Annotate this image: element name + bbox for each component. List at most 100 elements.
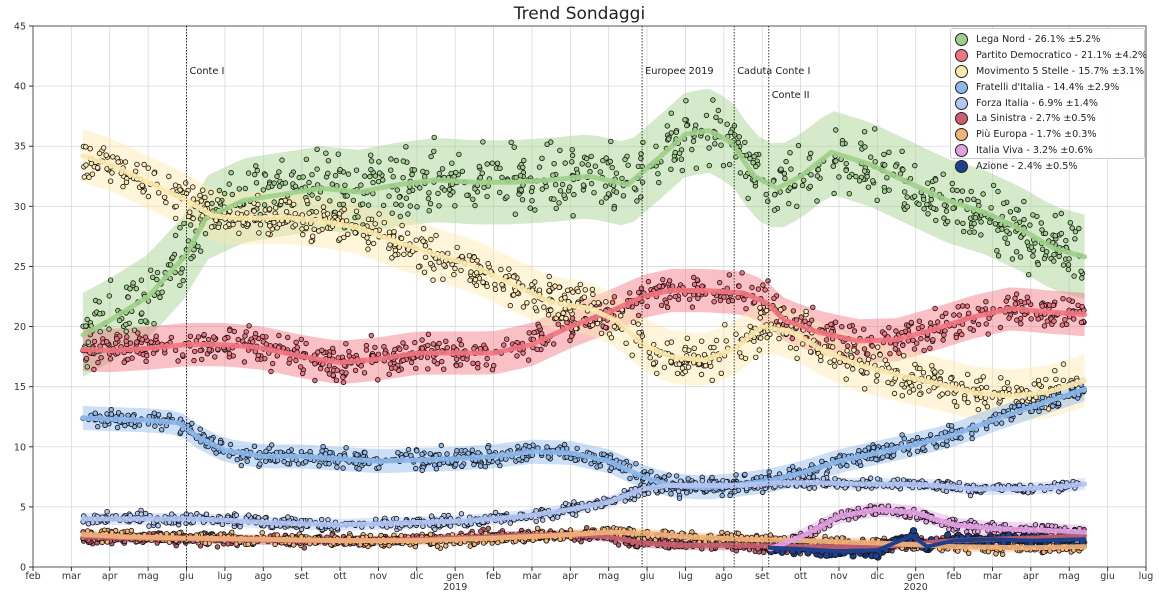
poll-point (666, 278, 673, 284)
poll-point (427, 451, 433, 457)
poll-point (751, 153, 757, 160)
poll-point (682, 347, 688, 353)
poll-point (202, 230, 209, 237)
poll-point (557, 188, 564, 194)
poll-point (630, 319, 637, 325)
poll-point (91, 338, 98, 345)
poll-point (546, 281, 553, 288)
poll-point (1060, 361, 1067, 367)
poll-point (941, 332, 947, 338)
poll-point (356, 466, 362, 472)
poll-point (710, 97, 716, 103)
poll-point (839, 141, 846, 147)
poll-point (489, 367, 496, 373)
poll-point (815, 166, 821, 173)
poll-point (667, 294, 673, 301)
poll-point (83, 162, 89, 168)
poll-point (257, 221, 264, 228)
poll-point (668, 130, 674, 136)
poll-point (944, 442, 950, 449)
poll-point (765, 278, 771, 284)
poll-point (138, 511, 144, 517)
poll-point (244, 210, 250, 216)
poll-point (498, 266, 504, 273)
poll-point (790, 308, 797, 314)
poll-point (832, 319, 839, 325)
poll-point (167, 262, 174, 268)
poll-point (647, 355, 653, 361)
poll-point (830, 344, 836, 350)
poll-point (94, 423, 101, 430)
poll-point (242, 185, 248, 192)
poll-point (396, 194, 403, 200)
poll-point (343, 445, 349, 451)
poll-point (151, 170, 157, 176)
poll-point (1024, 239, 1030, 245)
poll-point (559, 181, 566, 188)
poll-point (419, 451, 425, 457)
poll-point (497, 189, 503, 196)
poll-point (159, 289, 165, 295)
poll-point (388, 167, 394, 173)
poll-point (327, 198, 333, 204)
poll-point (181, 220, 187, 227)
poll-point (151, 321, 157, 327)
poll-point (431, 148, 437, 154)
poll-point (874, 372, 880, 378)
poll-point (1052, 212, 1058, 219)
poll-point (864, 370, 870, 376)
poll-point (921, 206, 927, 212)
poll-point (344, 193, 350, 199)
y-tick-label: 30 (14, 202, 26, 213)
poll-point (864, 351, 871, 357)
poll-point (324, 367, 330, 373)
x-tick-label: ott (794, 571, 808, 582)
poll-point (839, 324, 845, 330)
poll-point (691, 274, 697, 281)
poll-point (555, 312, 561, 318)
poll-point (574, 445, 580, 452)
poll-point (891, 390, 898, 397)
poll-point (107, 277, 114, 283)
poll-point (97, 311, 103, 317)
poll-point (398, 235, 405, 242)
poll-point (260, 187, 266, 193)
x-tick-label: apr (102, 571, 118, 582)
poll-point (108, 411, 115, 417)
poll-point (360, 232, 367, 239)
poll-point (177, 282, 183, 289)
poll-point (352, 367, 359, 374)
poll-point (902, 189, 908, 195)
poll-point (510, 274, 517, 280)
poll-point (723, 338, 729, 344)
poll-point (311, 226, 317, 232)
poll-point (325, 170, 331, 176)
poll-point (881, 331, 888, 337)
poll-point (504, 194, 510, 200)
poll-point (565, 287, 571, 293)
poll-point (684, 122, 690, 129)
poll-point (477, 463, 484, 469)
poll-point (330, 345, 336, 351)
poll-point (602, 324, 609, 331)
poll-point (551, 160, 557, 167)
poll-point (202, 194, 208, 201)
poll-point (182, 180, 189, 186)
poll-point (482, 464, 488, 470)
y-tick-label: 5 (20, 502, 26, 513)
poll-point (567, 184, 573, 190)
poll-point (104, 411, 110, 417)
poll-point (638, 151, 644, 157)
poll-point (848, 354, 855, 360)
x-tick-label: feb (25, 571, 40, 582)
poll-point (494, 160, 501, 166)
poll-point (743, 306, 749, 312)
poll-point (499, 281, 505, 288)
poll-point (803, 308, 809, 315)
poll-point (353, 167, 360, 173)
poll-point (1042, 230, 1049, 237)
poll-point (754, 475, 760, 481)
x-tick-label: mar (62, 571, 81, 582)
poll-point (453, 462, 459, 468)
poll-point (108, 406, 114, 413)
